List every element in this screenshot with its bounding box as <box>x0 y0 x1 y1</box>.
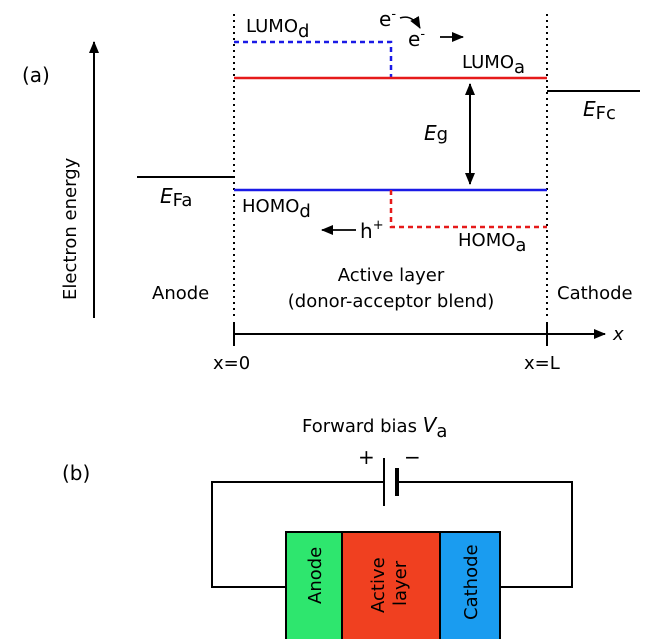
lumo-donor-level <box>234 40 393 78</box>
electron-label-2: e- <box>408 27 425 51</box>
anode-layer <box>285 531 343 639</box>
forward-bias-label: Forward bias Va <box>302 413 447 442</box>
position-axis-label: x <box>612 324 624 345</box>
electron-transfer-arrow <box>399 15 421 29</box>
anode-region-label: Anode <box>152 283 209 304</box>
lumo-donor-label: LUMOd <box>246 16 309 42</box>
homo-donor-label: HOMOd <box>242 196 311 222</box>
circuit-wire-right <box>397 481 573 588</box>
energy-axis-label: Electron energy <box>60 157 81 300</box>
panel-b-label: (b) <box>62 461 90 485</box>
battery-plus-sign: + <box>358 445 375 469</box>
circuit-wire-left <box>211 481 384 588</box>
bandgap-label: Eg <box>424 121 448 145</box>
electron-label-1: e- <box>379 7 396 31</box>
homo-acceptor-level <box>389 190 547 229</box>
panel-a-label: (a) <box>22 63 50 87</box>
lumo-acceptor-label: LUMOa <box>462 52 525 78</box>
x0-label: x=0 <box>213 353 250 374</box>
active-layer-label-line2: (donor-acceptor blend) <box>288 291 495 312</box>
anode-fermi-label: EFa <box>160 184 192 211</box>
active-layer-label-2: layer <box>390 560 411 606</box>
hole-label: h+ <box>360 218 384 243</box>
active-layer-label-line1: Active layer <box>338 265 445 286</box>
cathode-layer <box>439 531 501 639</box>
xL-label: x=L <box>524 353 560 374</box>
battery-minus-sign: − <box>404 445 421 469</box>
active-layer-label-1: Active <box>368 557 389 613</box>
anode-layer-label: Anode <box>305 547 326 604</box>
homo-acceptor-label: HOMOa <box>458 230 526 256</box>
cathode-region-label: Cathode <box>557 283 633 304</box>
cathode-fermi-label: EFc <box>583 97 616 124</box>
cathode-layer-label: Cathode <box>461 544 482 620</box>
